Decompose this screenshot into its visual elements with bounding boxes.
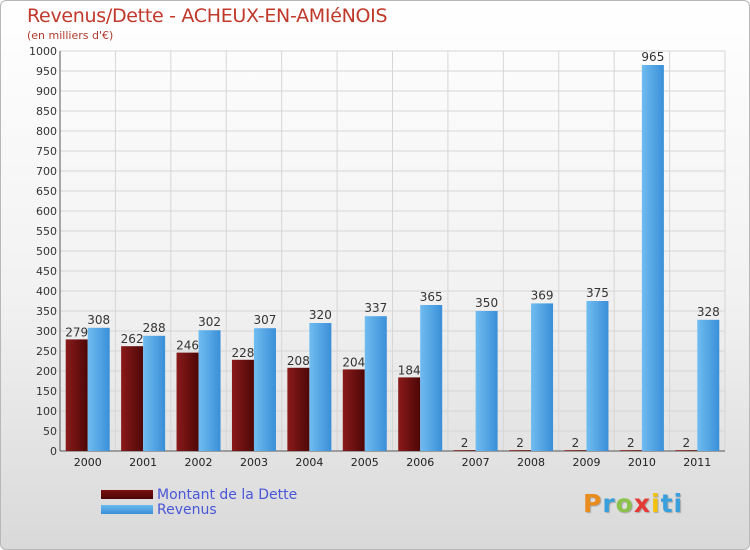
data-label-revenue: 337 — [364, 301, 387, 315]
y-tick-label: 50 — [43, 425, 57, 438]
bar-revenue — [364, 316, 387, 451]
y-tick-label: 900 — [36, 85, 57, 98]
data-label-debt: 2 — [572, 436, 580, 450]
data-label-debt: 246 — [176, 339, 199, 353]
data-label-debt: 2 — [516, 436, 524, 450]
y-tick-label: 450 — [36, 265, 57, 278]
y-tick-label: 700 — [36, 165, 57, 178]
data-label-revenue: 365 — [420, 290, 443, 304]
y-tick-label: 650 — [36, 185, 57, 198]
y-tick-label: 400 — [36, 285, 57, 298]
data-label-debt: 204 — [342, 355, 365, 369]
bar-debt — [564, 450, 587, 451]
legend-item-debt: Montant de la Dette — [101, 486, 298, 503]
data-label-revenue: 350 — [475, 296, 498, 310]
bar-revenue — [475, 311, 498, 451]
bar-revenue — [143, 335, 166, 451]
y-tick-label: 200 — [36, 365, 57, 378]
bar-debt — [121, 346, 144, 451]
chart-title: Revenus/Dette - ACHEUX-EN-AMIéNOIS — [27, 5, 388, 27]
data-label-revenue: 369 — [531, 288, 554, 302]
y-tick-label: 500 — [36, 245, 57, 258]
y-tick-label: 300 — [36, 325, 57, 338]
bar-debt — [675, 450, 698, 451]
data-label-revenue: 288 — [143, 321, 166, 335]
data-label-revenue: 965 — [641, 50, 664, 64]
data-label-revenue: 328 — [697, 305, 720, 319]
data-label-revenue: 320 — [309, 308, 332, 322]
bar-revenue — [309, 323, 332, 451]
legend: Montant de la Dette Revenus — [101, 486, 298, 518]
legend-item-revenue: Revenus — [101, 501, 297, 518]
x-tick-label: 2011 — [683, 456, 711, 469]
bar-debt — [398, 377, 421, 451]
bar-debt — [231, 359, 254, 451]
bar-debt — [453, 450, 476, 451]
data-label-debt: 2 — [627, 436, 635, 450]
bar-debt — [65, 339, 88, 451]
data-label-debt: 228 — [232, 346, 255, 360]
y-tick-label: 750 — [36, 145, 57, 158]
data-label-debt: 262 — [121, 332, 144, 346]
x-tick-label: 2003 — [240, 456, 268, 469]
data-label-debt: 208 — [287, 354, 310, 368]
y-tick-label: 1000 — [29, 45, 57, 58]
data-label-debt: 279 — [65, 325, 88, 339]
y-tick-label: 100 — [36, 405, 57, 418]
bar-revenue — [641, 65, 664, 451]
y-tick-label: 0 — [50, 445, 57, 458]
legend-swatch-revenue — [101, 505, 153, 514]
bar-revenue — [697, 319, 720, 451]
bar-debt — [287, 367, 310, 451]
y-tick-label: 550 — [36, 225, 57, 238]
x-tick-label: 2009 — [572, 456, 600, 469]
data-label-debt: 2 — [461, 436, 469, 450]
data-label-revenue: 307 — [254, 313, 277, 327]
data-label-revenue: 375 — [586, 286, 609, 300]
x-tick-label: 2001 — [129, 456, 157, 469]
x-tick-label: 2010 — [628, 456, 656, 469]
proxiti-logo: Proxiti — [583, 489, 684, 518]
bar-debt — [619, 450, 642, 451]
legend-swatch-debt — [101, 490, 153, 499]
bar-debt — [342, 369, 365, 451]
data-label-debt: 2 — [682, 436, 690, 450]
bar-debt — [509, 450, 532, 451]
bar-revenue — [420, 305, 443, 451]
x-tick-label: 2002 — [185, 456, 213, 469]
legend-label-revenue: Revenus — [157, 501, 217, 518]
data-label-revenue: 302 — [198, 315, 221, 329]
legend-label-debt: Montant de la Dette — [157, 486, 298, 503]
bar-revenue — [87, 327, 110, 451]
bar-revenue — [198, 330, 221, 451]
data-label-debt: 184 — [398, 363, 421, 377]
x-tick-label: 2005 — [351, 456, 379, 469]
y-tick-label: 150 — [36, 385, 57, 398]
y-tick-label: 850 — [36, 105, 57, 118]
y-tick-label: 800 — [36, 125, 57, 138]
x-tick-label: 2008 — [517, 456, 545, 469]
x-tick-label: 2006 — [406, 456, 434, 469]
y-tick-label: 350 — [36, 305, 57, 318]
x-tick-label: 2004 — [295, 456, 323, 469]
y-tick-label: 600 — [36, 205, 57, 218]
bar-revenue — [253, 328, 276, 451]
x-tick-label: 2007 — [462, 456, 490, 469]
bar-debt — [176, 352, 199, 451]
y-tick-label: 950 — [36, 65, 57, 78]
bar-revenue — [531, 303, 554, 451]
data-label-revenue: 308 — [87, 313, 110, 327]
bar-revenue — [586, 301, 609, 451]
x-tick-label: 2000 — [74, 456, 102, 469]
chart-subtitle: (en milliers d'€) — [27, 29, 114, 42]
y-tick-label: 250 — [36, 345, 57, 358]
